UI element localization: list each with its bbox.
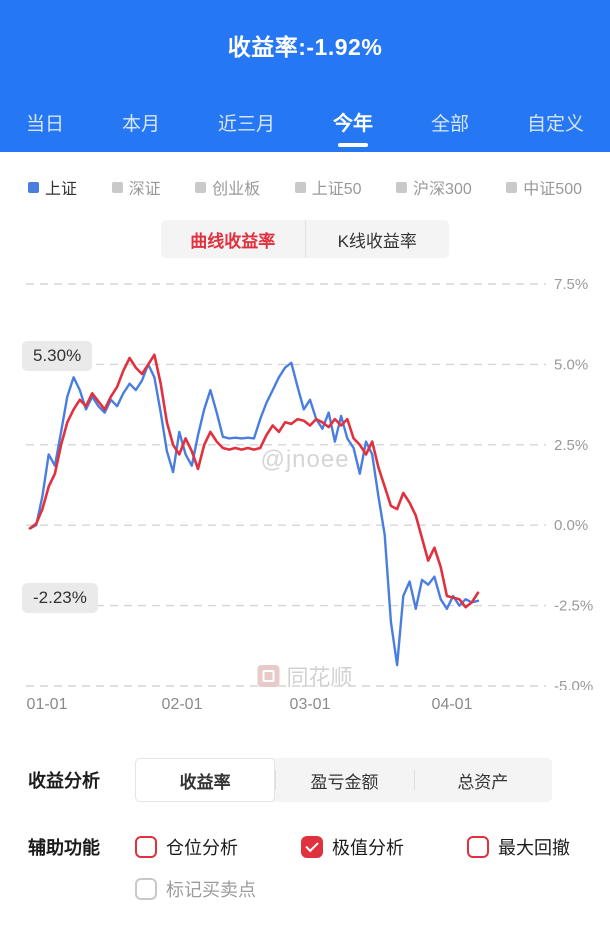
chart-type-toggle: 曲线收益率 K线收益率	[161, 220, 449, 258]
jnoee-watermark: @jnoee	[260, 446, 350, 473]
legend-item-chuangyeban[interactable]: 创业板	[195, 175, 260, 199]
tonghuashun-logo-icon	[257, 665, 280, 687]
tab-today[interactable]: 当日	[26, 109, 64, 152]
aux-functions-section: 辅助功能 仓位分析 极值分析 最大回撤	[0, 834, 610, 860]
series-line-上证	[28, 361, 480, 667]
toggle-curve-return-button[interactable]: 曲线收益率	[161, 220, 305, 258]
checkbox-max-drawdown[interactable]: 最大回撤	[467, 834, 570, 860]
x-axis-label: 01-01	[26, 696, 68, 713]
analysis-section-label: 收益分析	[28, 771, 100, 791]
legend-item-shenzheng[interactable]: 深证	[111, 175, 161, 199]
legend-label: 深证	[128, 181, 161, 198]
legend-item-shangzheng[interactable]: 上证	[28, 175, 77, 199]
checkbox-unchecked-icon[interactable]	[467, 836, 489, 858]
legend-item-zz500[interactable]: 中证500	[506, 175, 582, 199]
checkbox-extreme-value-analysis[interactable]: 极值分析	[301, 834, 404, 860]
series-swatch-icon	[28, 181, 39, 193]
return-rate-label: 收益率:	[227, 34, 307, 60]
series-swatch-icon	[396, 181, 408, 193]
x-axis-label: 02-01	[161, 696, 203, 713]
legend-label: 中证500	[523, 181, 582, 198]
checkbox-label: 极值分析	[332, 838, 404, 858]
time-range-tabs: 当日 本月 近三月 今年 全部 自定义	[0, 107, 610, 152]
segment-total-assets[interactable]: 总资产	[413, 758, 552, 802]
checkbox-position-analysis[interactable]: 仓位分析	[135, 834, 238, 860]
x-axis: 01-01 02-01 03-01 04-01	[0, 690, 610, 724]
chart-canvas: 7.5% 5.0% 2.5% 0.0% -2.5% -5.0%	[26, 276, 593, 690]
checkbox-label: 最大回撤	[498, 838, 570, 858]
segment-profit-amount[interactable]: 盈亏金额	[275, 758, 413, 802]
app-header: 收益率:-1.92% 当日 本月 近三月 今年 全部 自定义	[0, 0, 610, 152]
y-axis-label: 7.5%	[554, 276, 588, 293]
legend-label: 沪深300	[413, 181, 472, 198]
tab-this-year[interactable]: 今年	[333, 107, 373, 152]
tab-label: 今年	[333, 113, 373, 135]
tab-label: 近三月	[218, 114, 276, 135]
min-value-badge: -2.23%	[22, 582, 98, 613]
legend-item-hs300[interactable]: 沪深300	[396, 175, 472, 199]
series-swatch-icon	[506, 181, 518, 193]
checkbox-label: 仓位分析	[166, 838, 238, 858]
series-swatch-icon	[195, 181, 207, 193]
series-line-收益率	[28, 353, 480, 609]
toggle-kline-return-button[interactable]: K线收益率	[304, 220, 450, 258]
checkbox-unchecked-icon[interactable]	[135, 836, 157, 858]
return-rate-chart[interactable]: 7.5% 5.0% 2.5% 0.0% -2.5% -5.0% 5.30% -2.23% …	[0, 258, 610, 724]
legend-label: 上证50	[311, 181, 362, 198]
aux-functions-section-row2: 标记买卖点	[0, 876, 610, 902]
watermark-text: 同花顺	[286, 665, 353, 690]
series-swatch-icon	[111, 181, 123, 193]
tonghuashun-watermark: 同花顺	[257, 660, 353, 692]
tab-label: 当日	[26, 114, 65, 135]
legend-label: 上证	[45, 181, 78, 198]
y-axis-label: 2.5%	[554, 437, 588, 454]
page-title: 收益率:-1.92%	[0, 28, 610, 62]
x-axis-label: 03-01	[289, 696, 331, 713]
legend-item-sse50[interactable]: 上证50	[294, 175, 362, 199]
checkbox-checked-icon[interactable]	[301, 836, 323, 858]
max-value-badge: 5.30%	[22, 340, 93, 371]
checkbox-label: 标记买卖点	[166, 880, 256, 900]
aux-section-label: 辅助功能	[28, 838, 100, 858]
tab-last-3-months[interactable]: 近三月	[218, 109, 275, 152]
y-axis-label: 5.0%	[554, 356, 588, 373]
return-rate-value: -1.92%	[306, 34, 383, 60]
tab-label: 本月	[122, 114, 161, 135]
x-axis-label: 04-01	[431, 696, 473, 713]
series-swatch-icon	[294, 181, 306, 193]
aux-checkbox-group: 仓位分析 极值分析 最大回撤	[135, 834, 582, 860]
tab-label: 自定义	[526, 114, 584, 135]
index-legend: 上证 深证 创业板 上证50 沪深300 中证500	[0, 176, 610, 198]
legend-label: 创业板	[212, 181, 261, 198]
y-axis-label: 0.0%	[554, 517, 588, 534]
tab-this-month[interactable]: 本月	[122, 109, 160, 152]
tab-custom[interactable]: 自定义	[527, 109, 584, 152]
y-axis-label: -5.0%	[554, 678, 593, 690]
tab-all[interactable]: 全部	[431, 109, 469, 152]
segment-return-rate[interactable]: 收益率	[135, 758, 276, 802]
tab-label: 全部	[430, 114, 469, 135]
analysis-metric-segmented-control: 收益率 盈亏金额 总资产	[135, 758, 552, 802]
checkbox-mark-trade-points[interactable]: 标记买卖点	[135, 876, 610, 902]
analysis-section: 收益分析 收益率 盈亏金额 总资产	[0, 758, 610, 802]
checkbox-unchecked-icon[interactable]	[135, 878, 157, 900]
active-tab-indicator	[338, 143, 368, 147]
y-axis-label: -2.5%	[554, 598, 593, 615]
